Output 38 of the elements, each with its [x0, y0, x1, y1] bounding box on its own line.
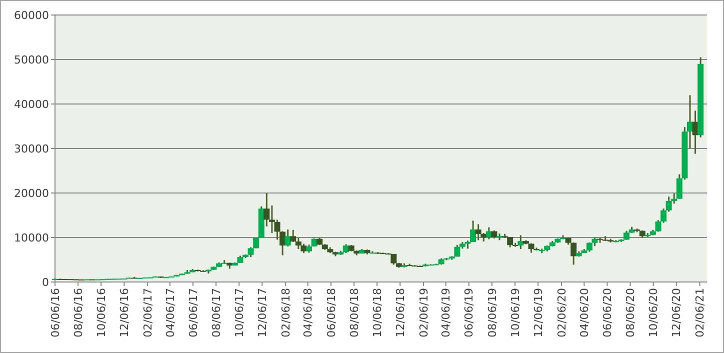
x-tick-label: 02/06/18: [279, 288, 292, 338]
x-tick-label: 04/06/20: [578, 288, 592, 338]
x-tick-label: 06/06/19: [462, 288, 476, 338]
x-tick-label: 04/06/19: [440, 288, 453, 338]
x-tick-label: 08/06/16: [72, 288, 85, 338]
x-tick-label: 02/06/21: [694, 288, 707, 338]
x-tick-label: 12/06/18: [394, 288, 407, 338]
y-tick-label: 50000: [14, 53, 49, 66]
y-tick-label: 0: [42, 276, 49, 289]
y-tick-label: 20000: [14, 186, 49, 200]
x-tick-label: 10/06/17: [232, 288, 246, 338]
x-tick-label: 10/06/16: [94, 288, 108, 338]
x-tick-label: 12/06/20: [670, 288, 684, 338]
x-tick-label: 02/06/19: [417, 288, 430, 338]
candlestick: [284, 228, 291, 248]
y-tick-label: 10000: [14, 231, 49, 244]
x-tick-label: 12/06/16: [118, 288, 132, 338]
x-tick-label: 08/06/19: [486, 288, 499, 338]
y-tick-label: 40000: [14, 98, 49, 111]
x-tick-label: 02/06/17: [141, 288, 154, 338]
x-tick-label: 08/06/17: [210, 288, 223, 338]
y-tick-label: 30000: [14, 142, 49, 156]
x-tick-label: 04/06/18: [302, 288, 315, 338]
x-tick-label: 02/06/20: [555, 288, 568, 338]
x-tick-label: 06/06/20: [601, 288, 614, 338]
x-tick-label: 08/06/18: [348, 288, 361, 338]
candlestick: [518, 234, 524, 250]
x-tick-label: 08/06/20: [624, 288, 638, 338]
x-tick-label: 12/06/19: [532, 288, 545, 338]
x-tick-label: 04/06/17: [164, 288, 177, 338]
x-tick-label: 06/06/18: [324, 288, 338, 338]
y-tick-label: 60000: [14, 8, 49, 22]
x-tick-label: 06/06/17: [186, 288, 200, 338]
x-tick-label: 10/06/19: [508, 288, 522, 338]
x-tick-label: 06/06/16: [48, 288, 62, 338]
x-tick-label: 10/06/20: [647, 288, 660, 338]
x-tick-label: 12/06/17: [256, 288, 269, 338]
x-tick-label: 10/06/18: [370, 288, 384, 338]
